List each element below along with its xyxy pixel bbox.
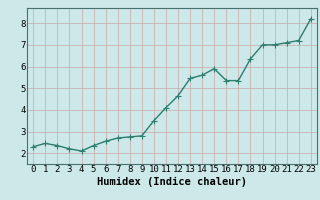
X-axis label: Humidex (Indice chaleur): Humidex (Indice chaleur) <box>97 177 247 187</box>
